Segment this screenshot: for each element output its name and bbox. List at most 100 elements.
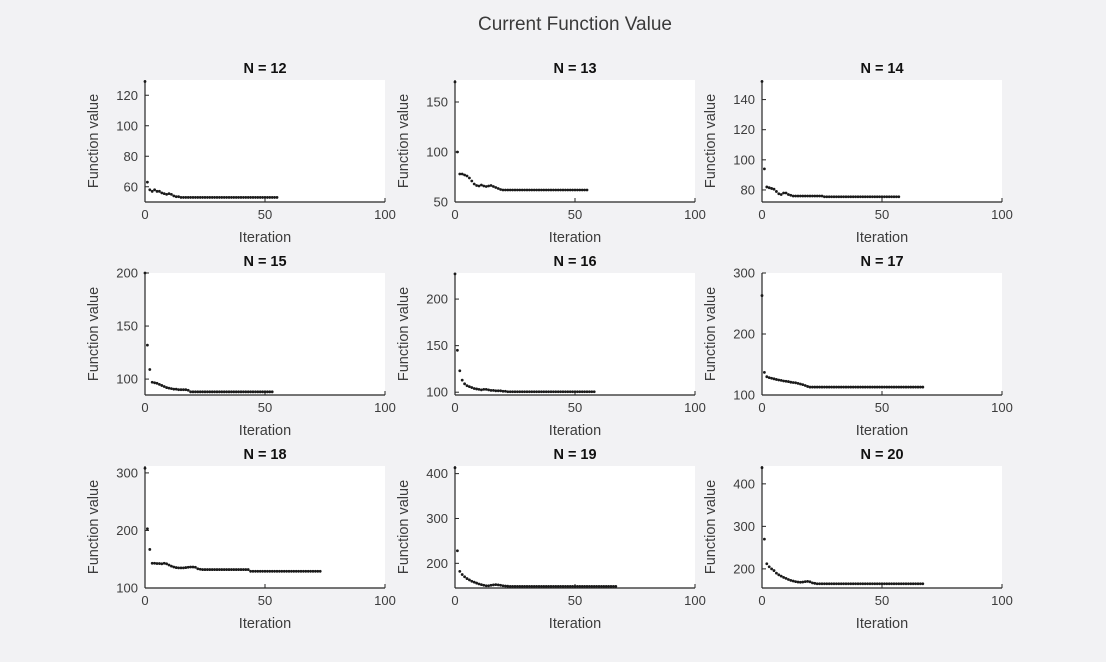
data-point — [287, 569, 291, 573]
data-point — [540, 390, 543, 394]
data-point — [772, 569, 776, 572]
data-point — [314, 569, 317, 573]
data-point — [150, 189, 154, 193]
data-point — [837, 582, 841, 586]
data-point — [306, 569, 310, 573]
data-point — [254, 569, 257, 573]
data-point — [578, 188, 582, 192]
data-point — [839, 385, 843, 389]
subplot-n-20: 0 50 100 200 300 400 N = 20 Iteration Function v… — [703, 447, 1013, 632]
data-point — [825, 385, 829, 389]
data-point — [532, 390, 536, 394]
data-point — [578, 390, 582, 394]
data-point — [268, 390, 272, 394]
y-tick-label: 80 — [741, 182, 755, 197]
subplot-n-18: 0 50 100 100 200 300 N = 18 Iteration Function v… — [86, 447, 396, 632]
data-point — [856, 385, 860, 389]
subplot-n-15: 0 50 100 100 150 200 N = 15 Iteration Function v… — [86, 254, 396, 439]
data-point — [760, 80, 764, 83]
data-point — [851, 385, 855, 389]
data-point — [246, 568, 250, 571]
data-point — [801, 383, 805, 387]
data-point — [823, 195, 826, 199]
data-point — [189, 390, 192, 394]
data-point — [174, 195, 178, 199]
data-point — [489, 583, 493, 587]
x-tick-label: 50 — [568, 207, 582, 222]
data-point — [919, 582, 922, 586]
data-point — [592, 585, 596, 588]
data-point — [299, 569, 303, 573]
data-point — [196, 567, 200, 571]
data-point — [760, 294, 764, 297]
data-point — [763, 537, 766, 541]
data-point — [897, 582, 901, 586]
data-point — [239, 196, 243, 199]
data-point — [234, 196, 238, 199]
data-point — [494, 583, 498, 587]
data-point — [513, 390, 517, 394]
data-point — [294, 569, 298, 573]
data-point — [237, 390, 241, 394]
x-axis-label: Iteration — [239, 616, 291, 632]
data-point — [530, 585, 534, 588]
data-point — [191, 565, 195, 569]
data-point — [803, 580, 807, 584]
data-point — [851, 195, 855, 199]
data-point — [220, 390, 224, 394]
data-point — [158, 382, 161, 386]
data-point — [830, 582, 833, 586]
data-point — [573, 188, 577, 192]
x-tick-label: 100 — [684, 400, 706, 415]
data-point — [232, 196, 236, 199]
data-point — [583, 585, 586, 588]
data-point — [465, 577, 469, 580]
data-point — [227, 196, 231, 199]
data-point — [887, 385, 891, 389]
data-point — [820, 194, 824, 198]
data-point — [561, 585, 565, 588]
y-axis-label: Function value — [396, 480, 412, 574]
data-point — [799, 194, 802, 198]
data-point — [155, 562, 159, 565]
subplot-title: N = 18 — [243, 447, 286, 463]
x-tick-label: 0 — [451, 593, 458, 608]
data-point — [885, 385, 889, 389]
data-point — [158, 189, 161, 193]
data-point — [866, 385, 869, 389]
data-point — [234, 390, 238, 394]
figure-title: Current Function Value — [478, 14, 672, 35]
plot-area — [145, 273, 385, 395]
data-point — [556, 188, 560, 192]
data-point — [871, 195, 874, 199]
data-point — [477, 582, 481, 586]
data-point — [815, 194, 819, 198]
data-point — [842, 195, 845, 199]
data-point — [518, 188, 522, 192]
data-point — [263, 569, 267, 573]
data-point — [854, 195, 857, 199]
data-point — [153, 381, 156, 385]
x-axis-label: Iteration — [549, 616, 601, 632]
data-point — [246, 390, 250, 394]
data-point — [839, 195, 843, 199]
data-point — [760, 466, 764, 470]
data-point — [227, 390, 231, 394]
subplot-title: N = 12 — [243, 61, 286, 77]
data-point — [837, 385, 841, 389]
data-point — [475, 184, 478, 187]
data-point — [513, 585, 517, 588]
data-point — [511, 188, 514, 192]
data-point — [146, 343, 149, 347]
x-axis-label: Iteration — [239, 230, 291, 246]
data-point — [897, 195, 901, 199]
data-point — [844, 385, 848, 389]
data-point — [535, 585, 538, 588]
subplot-title: N = 17 — [860, 254, 903, 270]
data-point — [285, 569, 288, 573]
data-point — [782, 575, 785, 579]
data-point — [239, 390, 243, 394]
data-point — [256, 569, 260, 573]
data-point — [784, 379, 788, 383]
